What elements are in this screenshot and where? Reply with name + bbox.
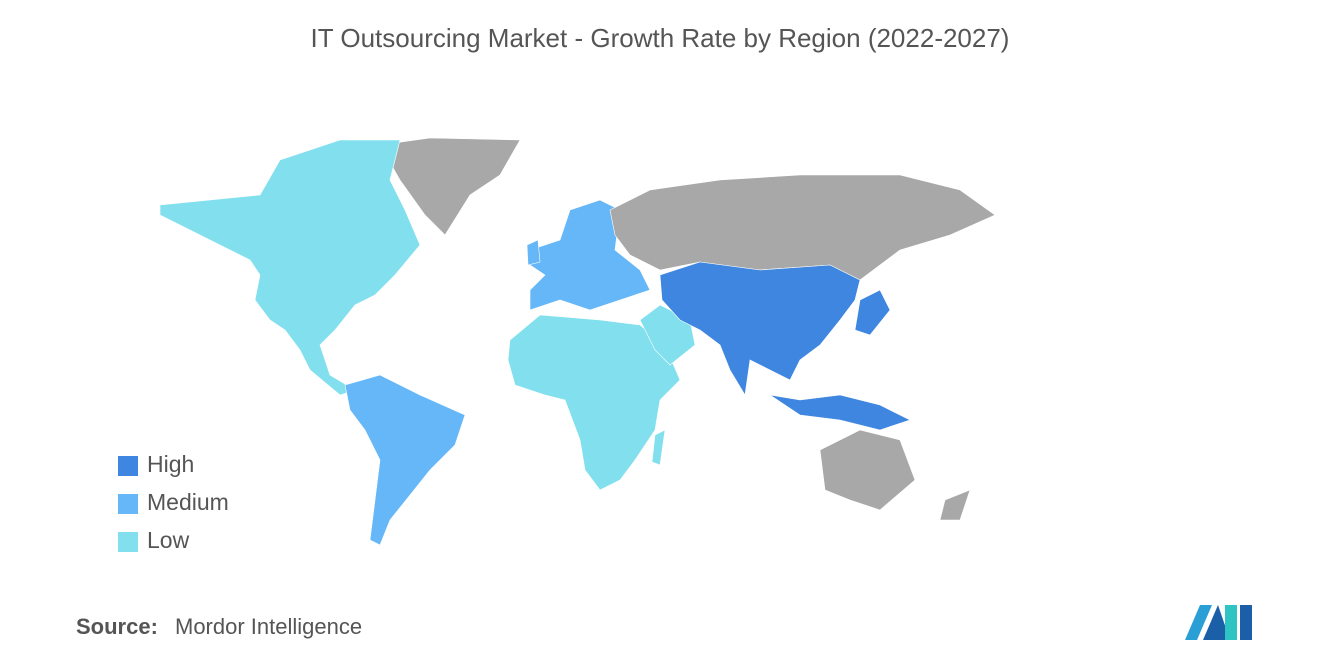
australia (819, 429, 916, 511)
world-map (159, 137, 996, 546)
greenland (379, 137, 521, 236)
indonesia (769, 394, 911, 431)
uk (526, 239, 541, 266)
africa (507, 314, 681, 491)
north-america (159, 139, 421, 396)
legend: High Medium Low (118, 451, 229, 553)
legend-label: High (147, 451, 194, 477)
title: IT Outsourcing Market - Growth Rate by R… (311, 23, 1010, 53)
south-america (344, 374, 466, 546)
madagascar (651, 429, 666, 466)
source-label: Source: (76, 614, 158, 639)
legend-label: Medium (147, 489, 229, 515)
japan (854, 289, 891, 336)
europe (529, 199, 651, 311)
russia (609, 174, 996, 281)
new-zealand (939, 489, 971, 521)
logo (1185, 605, 1252, 640)
legend-label: Low (147, 527, 190, 553)
legend-swatch (118, 532, 138, 552)
legend-swatch (118, 494, 138, 514)
asia (659, 261, 861, 396)
source-text: Mordor Intelligence (175, 614, 362, 639)
legend-swatch (118, 456, 138, 476)
